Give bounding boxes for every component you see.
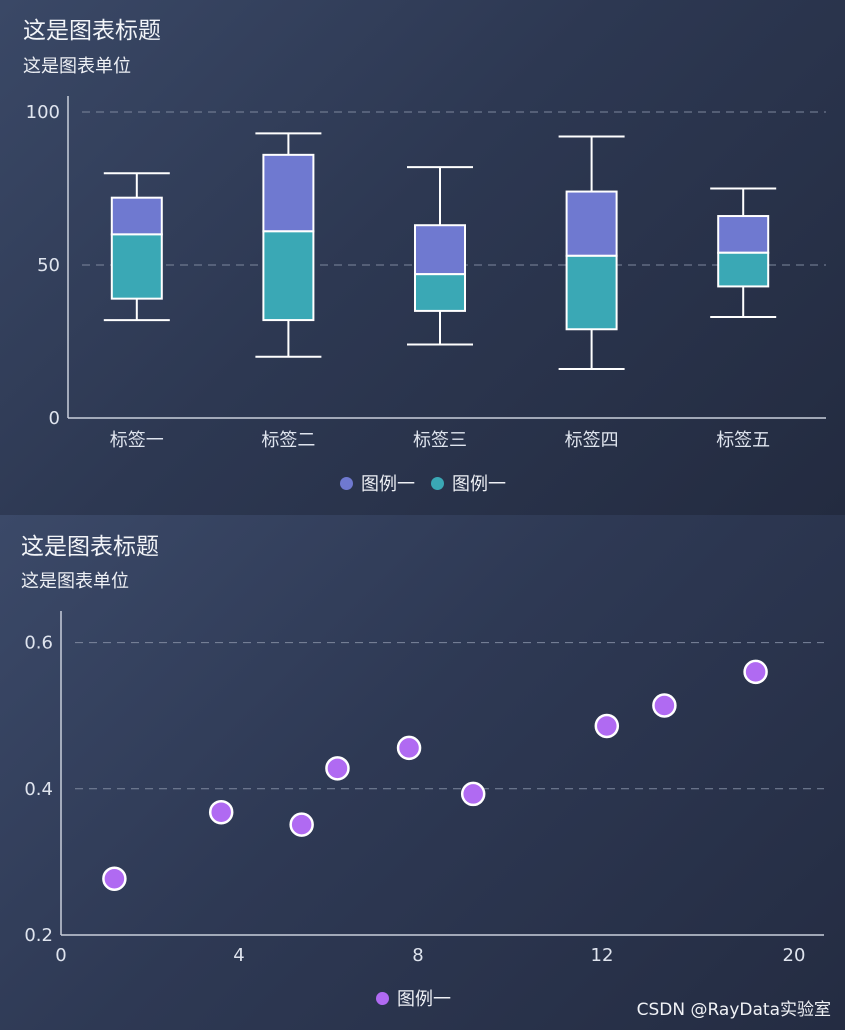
y-tick-label: 50 xyxy=(37,255,60,276)
boxplot-chart: 0 50 100 标签一 标签二 标签三 标签四 标签五 xyxy=(26,96,826,451)
scatter-point xyxy=(289,812,314,837)
x-tick-label: 标签二 xyxy=(261,430,315,451)
scatter-point xyxy=(325,756,350,781)
y-tick-label: 0 xyxy=(49,408,60,429)
y-tick-label: 0.6 xyxy=(24,633,53,654)
box-group xyxy=(558,135,625,371)
scatter-point xyxy=(743,659,768,685)
box-lower xyxy=(565,254,618,331)
scatter-point xyxy=(102,866,127,891)
box-group xyxy=(255,132,322,358)
legend-item-upper[interactable]: 图例一 xyxy=(340,470,415,496)
scatter-point xyxy=(460,781,486,807)
scatter-point xyxy=(652,693,677,718)
scatter-point xyxy=(594,713,620,739)
legend-marker-icon xyxy=(376,991,389,1005)
chart-title: 这是图表标题 xyxy=(21,534,159,560)
chart-title: 这是图表标题 xyxy=(23,18,161,44)
x-tick-label: 0 xyxy=(55,945,66,966)
scatter-point xyxy=(396,735,422,761)
y-tick-label: 100 xyxy=(26,102,60,123)
box-upper xyxy=(414,224,466,276)
x-tick-label: 标签一 xyxy=(110,430,164,451)
box-upper xyxy=(262,153,315,233)
box-lower xyxy=(717,251,770,288)
legend-item-lower[interactable]: 图例一 xyxy=(431,470,506,496)
legend-item-series[interactable]: 图例一 xyxy=(376,985,451,1011)
legend-label: 图例一 xyxy=(361,474,415,495)
scatter-chart: 0.2 0.4 0.6 0 4 8 12 20 xyxy=(24,611,824,966)
boxplot-panel: 这是图表标题 这是图表单位 0 50 100 标签一 标签二 标签三 标签四 标签五 图例一 … xyxy=(0,0,845,515)
legend-label: 图例一 xyxy=(452,474,506,495)
x-tick-label: 4 xyxy=(233,945,244,966)
y-tick-label: 0.4 xyxy=(24,779,53,800)
box-lower xyxy=(262,230,315,322)
legend: 图例一 xyxy=(376,985,467,1011)
chart-unit: 这是图表单位 xyxy=(21,571,129,592)
legend-marker-icon xyxy=(431,476,444,490)
legend-label: 图例一 xyxy=(397,989,451,1010)
box-lower xyxy=(110,233,163,300)
x-tick-label: 标签四 xyxy=(565,430,619,451)
x-tick-label: 20 xyxy=(783,945,806,966)
chart-unit: 这是图表单位 xyxy=(23,56,131,77)
box-group xyxy=(710,187,777,319)
legend: 图例一 图例一 xyxy=(340,470,522,496)
scatter-panel: 这是图表标题 这是图表单位 0.2 0.4 0.6 0 4 8 12 20 图例一 CSDN … xyxy=(0,515,845,1030)
box-group xyxy=(407,166,473,346)
box-lower xyxy=(414,273,466,312)
box-group xyxy=(103,172,170,322)
box-upper xyxy=(110,196,163,236)
x-tick-label: 12 xyxy=(591,945,614,966)
x-tick-label: 标签五 xyxy=(716,430,770,451)
box-upper xyxy=(717,215,770,254)
watermark: CSDN @RayData实验室 xyxy=(636,1000,831,1020)
y-tick-label: 0.2 xyxy=(24,925,53,946)
box-upper xyxy=(565,190,618,257)
legend-marker-icon xyxy=(340,476,353,490)
x-tick-label: 标签三 xyxy=(413,430,467,451)
scatter-point xyxy=(208,799,234,825)
x-tick-label: 8 xyxy=(412,945,423,966)
